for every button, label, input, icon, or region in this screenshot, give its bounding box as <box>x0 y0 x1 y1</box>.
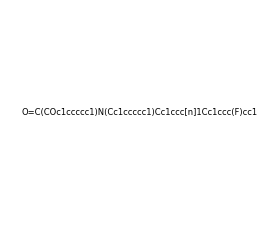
Text: O=C(COc1ccccc1)N(Cc1ccccc1)Cc1ccc[n]1Cc1ccc(F)cc1: O=C(COc1ccccc1)N(Cc1ccccc1)Cc1ccc[n]1Cc1… <box>22 108 258 117</box>
